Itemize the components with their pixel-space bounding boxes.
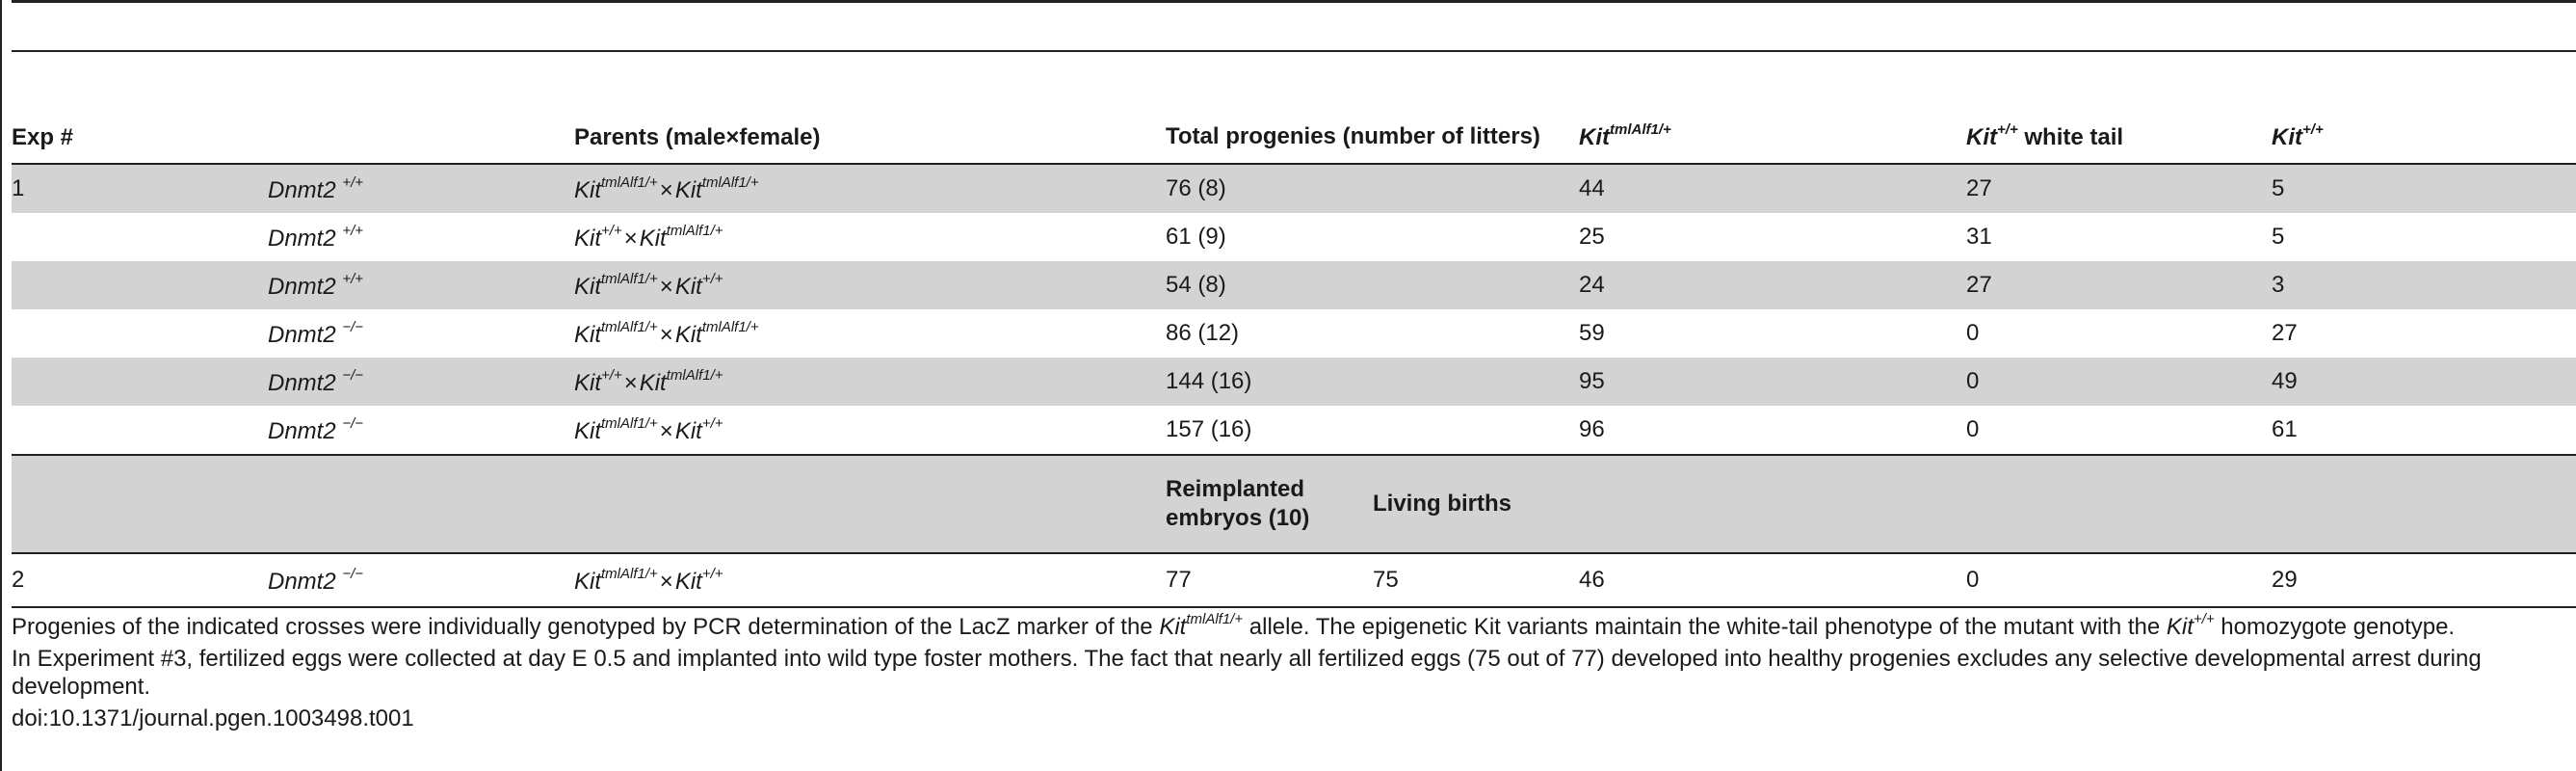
footnote-2: In Experiment #3, fertilized eggs were c…: [12, 646, 2482, 700]
top-rule: [12, 0, 2576, 3]
header-kit-white-tail: Kit+/+ white tail: [1966, 121, 2124, 150]
parents-cell: KittmlAlf1/+×Kit+/+: [574, 414, 723, 444]
doi-link[interactable]: doi:10.1371/journal.pgen.1003498.t001: [12, 705, 414, 731]
header-kit-tmlalf1: KittmlAlf1/+: [1579, 121, 1671, 150]
table-row: 1 Dnmt2 +/+ KittmlAlf1/+×KittmlAlf1/+ 76…: [12, 164, 2576, 213]
header-genotype: [268, 54, 574, 164]
subheader-row: Reimplanted embryos (10) Living births: [12, 455, 2576, 553]
header-parents: Parents (male×female): [574, 124, 821, 150]
header-total: Total progenies (number of litters): [1166, 123, 1540, 149]
parents-cell: Kit+/+×KittmlAlf1/+: [574, 222, 723, 252]
genotype-cell: Dnmt2 +/+: [268, 261, 574, 309]
parents-cell: KittmlAlf1/+×Kit+/+: [574, 261, 1166, 309]
genotype-cell: Dnmt2 +/+: [268, 164, 574, 213]
genotype-cell: Dnmt2 −/−: [268, 318, 364, 348]
table-row: Dnmt2 −/− KittmlAlf1/+×KittmlAlf1/+ 86 (…: [12, 309, 2576, 358]
header-row: Exp # Parents (male×female) Total progen…: [12, 54, 2576, 164]
parents-cell: KittmlAlf1/+×Kit+/+: [574, 565, 723, 595]
genotype-cell: Dnmt2 −/−: [268, 565, 364, 595]
genotype-cell: Dnmt2 −/−: [268, 414, 364, 444]
table-row: 2 Dnmt2 −/− KittmlAlf1/+×Kit+/+ 77 75 46…: [12, 553, 2576, 607]
table-footnotes: Progenies of the indicated crosses were …: [12, 605, 2564, 736]
table-row: Dnmt2 +/+ KittmlAlf1/+×Kit+/+ 54 (8) 24 …: [12, 261, 2576, 309]
header-exp: Exp #: [12, 124, 74, 150]
table-row: Dnmt2 −/− Kit+/+×KittmlAlf1/+ 144 (16) 9…: [12, 358, 2576, 406]
subheader-reimplanted: Reimplanted embryos (10): [1166, 455, 1373, 553]
table-row: Dnmt2 −/− KittmlAlf1/+×Kit+/+ 157 (16) 9…: [12, 406, 2576, 455]
header-kit-wt: Kit+/+: [2272, 121, 2324, 150]
parents-cell: KittmlAlf1/+×KittmlAlf1/+: [574, 164, 1166, 213]
parents-cell: KittmlAlf1/+×KittmlAlf1/+: [574, 318, 759, 348]
parents-cell: Kit+/+×KittmlAlf1/+: [574, 358, 1166, 406]
genotype-table: Exp # Parents (male×female) Total progen…: [12, 54, 2576, 608]
footnote-1: Progenies of the indicated crosses were …: [12, 611, 2456, 640]
genotype-cell: Dnmt2 −/−: [268, 358, 574, 406]
second-rule: [12, 50, 2576, 52]
subheader-living: Living births: [1373, 455, 1580, 553]
genotype-cell: Dnmt2 +/+: [268, 222, 364, 252]
table-row: Dnmt2 +/+ Kit+/+×KittmlAlf1/+ 61 (9) 25 …: [12, 213, 2576, 261]
